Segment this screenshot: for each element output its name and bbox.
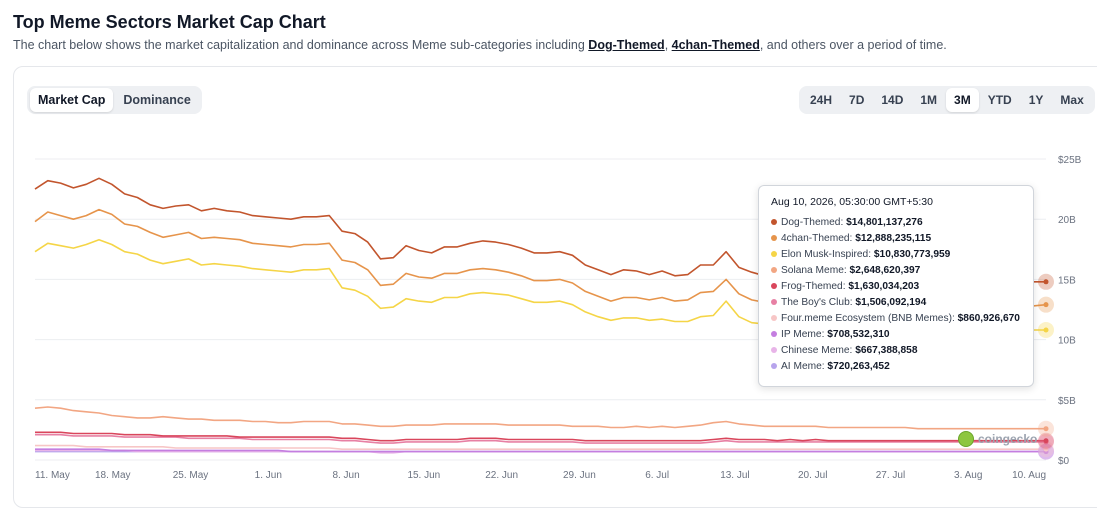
tooltip-row: Frog-Themed: $1,630,034,203	[771, 281, 919, 292]
series-end-point	[1043, 279, 1049, 285]
series-end-point	[1043, 438, 1049, 444]
tooltip-series-value: $667,388,858	[855, 345, 918, 356]
tooltip-series-name: Four.meme Ecosystem (BNB Memes):	[781, 313, 958, 324]
tooltip-row: Four.meme Ecosystem (BNB Memes): $860,92…	[771, 313, 1020, 324]
range-1y-button[interactable]: 1Y	[1028, 93, 1044, 107]
series-line	[34, 406, 1046, 430]
y-tick-label: 10B	[1058, 336, 1076, 347]
series-line	[35, 444, 1046, 451]
x-tick-label: 20. Jul	[798, 470, 827, 481]
y-tick-label: $25B	[1058, 155, 1082, 166]
subtitle-separator: ,	[664, 38, 672, 52]
series-end-point	[1043, 302, 1049, 308]
y-tick-label: $0	[1058, 456, 1070, 467]
tooltip-series-name: Frog-Themed:	[781, 281, 849, 292]
tooltip-row: Elon Musk-Inspired: $10,830,773,959	[771, 249, 950, 260]
series-color-dot-icon	[771, 251, 777, 258]
series-end-point	[1043, 446, 1049, 452]
series-line	[35, 448, 1046, 453]
dominance-tab[interactable]: Dominance	[123, 93, 191, 107]
tooltip-series-value: $12,888,235,115	[855, 233, 932, 244]
y-tick-label: 20B	[1058, 215, 1076, 226]
x-tick-label: 8. Jun	[332, 470, 359, 481]
time-range-selector: 24H 7D 14D 1M 3M YTD 1Y Max	[799, 86, 1095, 114]
tooltip-series-name: Elon Musk-Inspired:	[781, 249, 874, 260]
range-24h-button[interactable]: 24H	[810, 93, 833, 107]
coingecko-watermark: coingecko	[958, 431, 1037, 447]
series-color-dot-icon	[771, 363, 777, 370]
series-color-dot-icon	[771, 347, 777, 354]
x-tick-label: 18. May	[95, 470, 131, 481]
x-tick-label: 22. Jun	[485, 470, 518, 481]
tooltip-series-value: $860,926,670	[957, 313, 1020, 324]
range-max-button[interactable]: Max	[1060, 93, 1084, 107]
x-tick-label: 3. Aug	[954, 470, 982, 481]
coingecko-wordmark: coingecko	[978, 432, 1038, 446]
series-color-dot-icon	[771, 331, 777, 338]
market-cap-tab[interactable]: Market Cap	[30, 88, 114, 112]
range-3m-button[interactable]: 3M	[946, 88, 979, 112]
tooltip-row: Chinese Meme: $667,388,858	[771, 345, 918, 356]
series-color-dot-icon	[771, 299, 777, 306]
x-tick-label: 6. Jul	[645, 470, 669, 481]
range-ytd-button[interactable]: YTD	[987, 93, 1012, 107]
range-1m-button[interactable]: 1M	[920, 93, 938, 107]
tooltip-series-name: 4chan-Themed:	[781, 233, 856, 244]
y-tick-label: $5B	[1058, 396, 1076, 407]
range-7d-button[interactable]: 7D	[849, 93, 865, 107]
tooltip-series-name: Chinese Meme:	[781, 345, 856, 356]
series-end-point	[1043, 327, 1049, 333]
tooltip-series-name: Dog-Themed:	[781, 217, 847, 228]
series-color-dot-icon	[771, 315, 777, 322]
series-color-dot-icon	[771, 235, 777, 242]
x-tick-label: 25. May	[173, 470, 209, 481]
tooltip-series-name: The Boy's Club:	[781, 297, 856, 308]
tooltip-row: Solana Meme: $2,648,620,397	[771, 265, 920, 276]
range-14d-button[interactable]: 14D	[881, 93, 904, 107]
series-line	[35, 431, 1046, 442]
x-tick-label: 27. Jul	[876, 470, 905, 481]
view-toggle: Market Cap Dominance	[27, 86, 202, 114]
tooltip-series-value: $10,830,773,959	[873, 249, 951, 260]
x-tick-label: 10. Aug	[1012, 470, 1046, 481]
x-tick-label: 13. Jul	[720, 470, 749, 481]
dog-themed-link[interactable]: Dog-Themed	[588, 38, 665, 52]
subtitle-text-before: The chart below shows the market capital…	[13, 38, 589, 52]
tooltip-series-value: $2,648,620,397	[849, 265, 921, 276]
tooltip-row: 4chan-Themed: $12,888,235,115	[771, 233, 931, 244]
tooltip-series-name: AI Meme:	[781, 361, 828, 372]
series-line	[35, 433, 1046, 444]
tooltip-series-name: Solana Meme:	[781, 265, 850, 276]
chart-end-markers	[1038, 273, 1054, 460]
tooltip-row: Dog-Themed: $14,801,137,276	[771, 217, 923, 228]
tooltip-row: The Boy's Club: $1,506,092,194	[771, 297, 926, 308]
tooltip-series-name: IP Meme:	[781, 329, 828, 340]
tooltip-series-value: $1,506,092,194	[855, 297, 927, 308]
coingecko-logo-icon	[958, 431, 974, 447]
series-color-dot-icon	[771, 283, 777, 290]
series-color-dot-icon	[771, 219, 777, 226]
page-title: Top Meme Sectors Market Cap Chart	[13, 12, 326, 32]
y-axis-ticks: $0 $5B 10B 15B 20B $25B	[1058, 155, 1082, 467]
x-tick-label: 15. Jun	[407, 470, 440, 481]
tooltip-series-value: $720,263,452	[827, 361, 890, 372]
tooltip-date: Aug 10, 2026, 05:30:00 GMT+5:30	[771, 196, 933, 208]
y-tick-label: 15B	[1058, 275, 1076, 286]
tooltip-series-value: $14,801,137,276	[846, 217, 923, 228]
tooltip-row: AI Meme: $720,263,452	[771, 361, 890, 372]
x-tick-label: 29. Jun	[563, 470, 596, 481]
chart-tooltip: Aug 10, 2026, 05:30:00 GMT+5:30 Dog-Them…	[758, 185, 1034, 387]
x-tick-label: 1. Jun	[255, 470, 282, 481]
4chan-themed-link[interactable]: 4chan-Themed	[671, 38, 760, 52]
subtitle-text-after: , and others over a period of time.	[759, 38, 947, 52]
series-end-point	[1043, 426, 1049, 432]
x-tick-label: 11. May	[35, 470, 70, 481]
tooltip-series-value: $708,532,310	[827, 329, 890, 340]
tooltip-series-value: $1,630,034,203	[848, 281, 920, 292]
tooltip-row: IP Meme: $708,532,310	[771, 329, 890, 340]
series-color-dot-icon	[771, 267, 777, 274]
page-subtitle: The chart below shows the market capital…	[13, 38, 947, 52]
x-axis-ticks: 11. May 18. May 25. May 1. Jun 8. Jun 15. Jun…	[35, 470, 1046, 481]
